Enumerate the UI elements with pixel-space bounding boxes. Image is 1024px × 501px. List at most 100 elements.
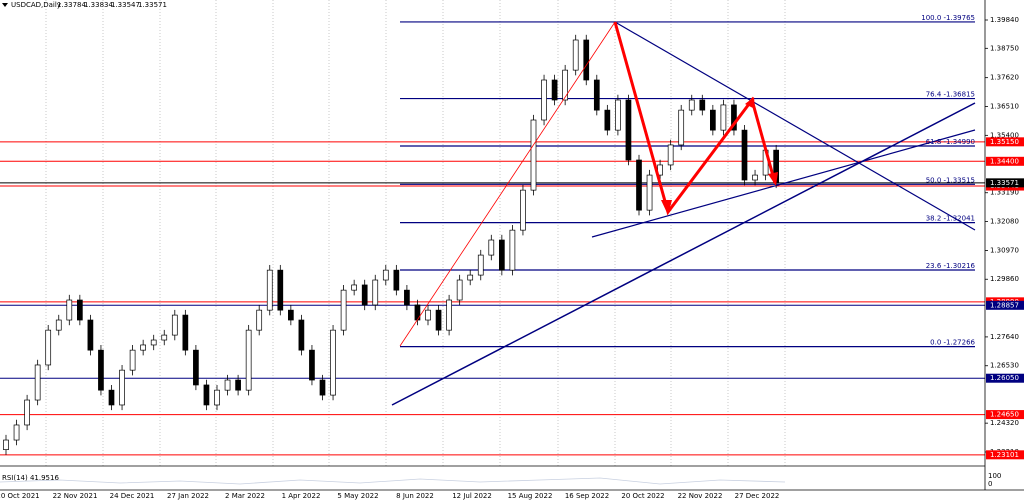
fib-label: 0.0 -1.27266 bbox=[930, 339, 975, 347]
candle-body bbox=[235, 379, 241, 391]
trend-line bbox=[591, 129, 976, 238]
level-label: 1.35150 bbox=[990, 138, 1019, 146]
level-label-bg bbox=[986, 410, 1024, 420]
x-tick-label: 16 Sep 2022 bbox=[565, 492, 609, 500]
y-tick-label: 1.35400 bbox=[990, 131, 1019, 139]
trend-line bbox=[391, 102, 976, 406]
candle-body bbox=[709, 109, 716, 131]
candle-body bbox=[66, 299, 73, 321]
rsi-tick-label: 0 bbox=[988, 480, 992, 488]
candle-body bbox=[288, 309, 294, 321]
level-label-bg bbox=[986, 450, 1024, 460]
y-tick-label: 1.32080 bbox=[990, 218, 1019, 226]
candle-body bbox=[551, 79, 558, 101]
candle-body bbox=[330, 329, 336, 396]
level-label: 1.33571 bbox=[990, 179, 1019, 187]
candle-body bbox=[741, 129, 748, 181]
x-tick-label: 24 Dec 2021 bbox=[110, 492, 155, 500]
candle-body bbox=[667, 144, 674, 166]
candle-body bbox=[34, 364, 41, 401]
candle-body bbox=[541, 79, 547, 121]
candle-body bbox=[351, 284, 357, 291]
y-tick-label: 1.27640 bbox=[990, 333, 1019, 341]
candle-body bbox=[171, 314, 178, 336]
candle-body bbox=[615, 99, 621, 131]
candle-body bbox=[340, 289, 347, 331]
candle-body bbox=[193, 349, 199, 386]
candle-body bbox=[182, 314, 189, 351]
level-label: 1.24650 bbox=[990, 411, 1019, 419]
fib-label: 23.6 -1.30216 bbox=[926, 262, 976, 270]
header-value: 1.33784 bbox=[57, 1, 86, 9]
candle-body bbox=[140, 344, 146, 351]
candle-body bbox=[108, 389, 115, 406]
drawings bbox=[391, 21, 976, 406]
candle-body bbox=[488, 239, 495, 256]
candle-body bbox=[203, 384, 210, 406]
candle-body bbox=[150, 339, 157, 346]
candle-body bbox=[129, 349, 136, 371]
under-layer: 100.0 -1.39765 76.4 -1.36815 61.8 -1.34990… bbox=[0, 0, 985, 466]
fib-label: 61.8 -1.34990 bbox=[926, 138, 975, 146]
candle-body bbox=[446, 299, 452, 331]
trend-line bbox=[614, 21, 976, 231]
x-tick-label: 1 Apr 2022 bbox=[282, 492, 321, 500]
rsi-label: RSI(14) 41.9516 bbox=[2, 474, 59, 482]
candle-body bbox=[3, 439, 9, 450]
zigzag-arrow bbox=[613, 21, 777, 216]
candle-body bbox=[76, 299, 83, 321]
rsi-tick-label: 100 bbox=[988, 472, 1001, 480]
candle-body bbox=[530, 119, 537, 191]
candles bbox=[3, 34, 780, 455]
x-tick-label: 22 Nov 2022 bbox=[678, 492, 723, 500]
candle-body bbox=[361, 284, 368, 306]
candle-body bbox=[678, 109, 685, 146]
candle-body bbox=[266, 269, 273, 311]
candle-body bbox=[520, 189, 526, 231]
level-label-bg bbox=[986, 156, 1024, 166]
candle-body bbox=[572, 39, 579, 71]
candle-body bbox=[467, 274, 474, 281]
candle-body bbox=[456, 279, 463, 301]
level-label: 1.23101 bbox=[990, 451, 1019, 459]
candle-body bbox=[319, 379, 326, 396]
candle-body bbox=[604, 109, 611, 131]
x-tick-label: 27 Dec 2022 bbox=[735, 492, 780, 500]
symbol: USDCAD,Daily bbox=[11, 1, 61, 9]
y-tick-label: 1.26530 bbox=[990, 362, 1019, 370]
candle-body bbox=[119, 369, 125, 406]
level-label-bg bbox=[986, 137, 1024, 147]
level-label-bg bbox=[986, 300, 1024, 310]
x-tick-label: 20 Oct 2021 bbox=[0, 492, 40, 500]
x-tick-label: 15 Aug 2022 bbox=[508, 492, 553, 500]
candle-body bbox=[752, 174, 758, 181]
candle-body bbox=[245, 329, 252, 391]
candle-body bbox=[277, 269, 284, 311]
x-tick-label: 20 Oct 2022 bbox=[621, 492, 664, 500]
candle-body bbox=[55, 319, 62, 331]
fib-label: 38.2 -1.32041 bbox=[926, 215, 975, 223]
y-tick-label: 1.36510 bbox=[990, 103, 1019, 111]
header-value: 1.33571 bbox=[138, 1, 167, 9]
candle-body bbox=[13, 424, 20, 441]
candle-body bbox=[583, 39, 590, 81]
candle-body bbox=[477, 254, 484, 276]
rsi-line bbox=[0, 477, 786, 485]
candle-body bbox=[509, 229, 516, 271]
candle-body bbox=[731, 104, 737, 131]
x-tick-label: 2 Mar 2022 bbox=[225, 492, 265, 500]
candle-body bbox=[425, 309, 431, 321]
candle-body bbox=[625, 99, 632, 161]
x-tick-label: 12 Jul 2022 bbox=[452, 492, 492, 500]
arrow-head bbox=[661, 200, 672, 215]
candle-body bbox=[298, 319, 305, 351]
level-label: 1.26050 bbox=[990, 374, 1019, 382]
fib-label: 100.0 -1.39765 bbox=[921, 14, 975, 22]
y-tick-label: 1.37620 bbox=[990, 74, 1019, 82]
candle-body bbox=[372, 279, 379, 306]
arrow-head bbox=[745, 97, 755, 109]
y-tick-label: 1.24320 bbox=[990, 419, 1019, 427]
menu-arrow[interactable] bbox=[2, 3, 8, 7]
header-value: 1.33834 bbox=[84, 1, 113, 9]
candle-body bbox=[87, 319, 94, 351]
